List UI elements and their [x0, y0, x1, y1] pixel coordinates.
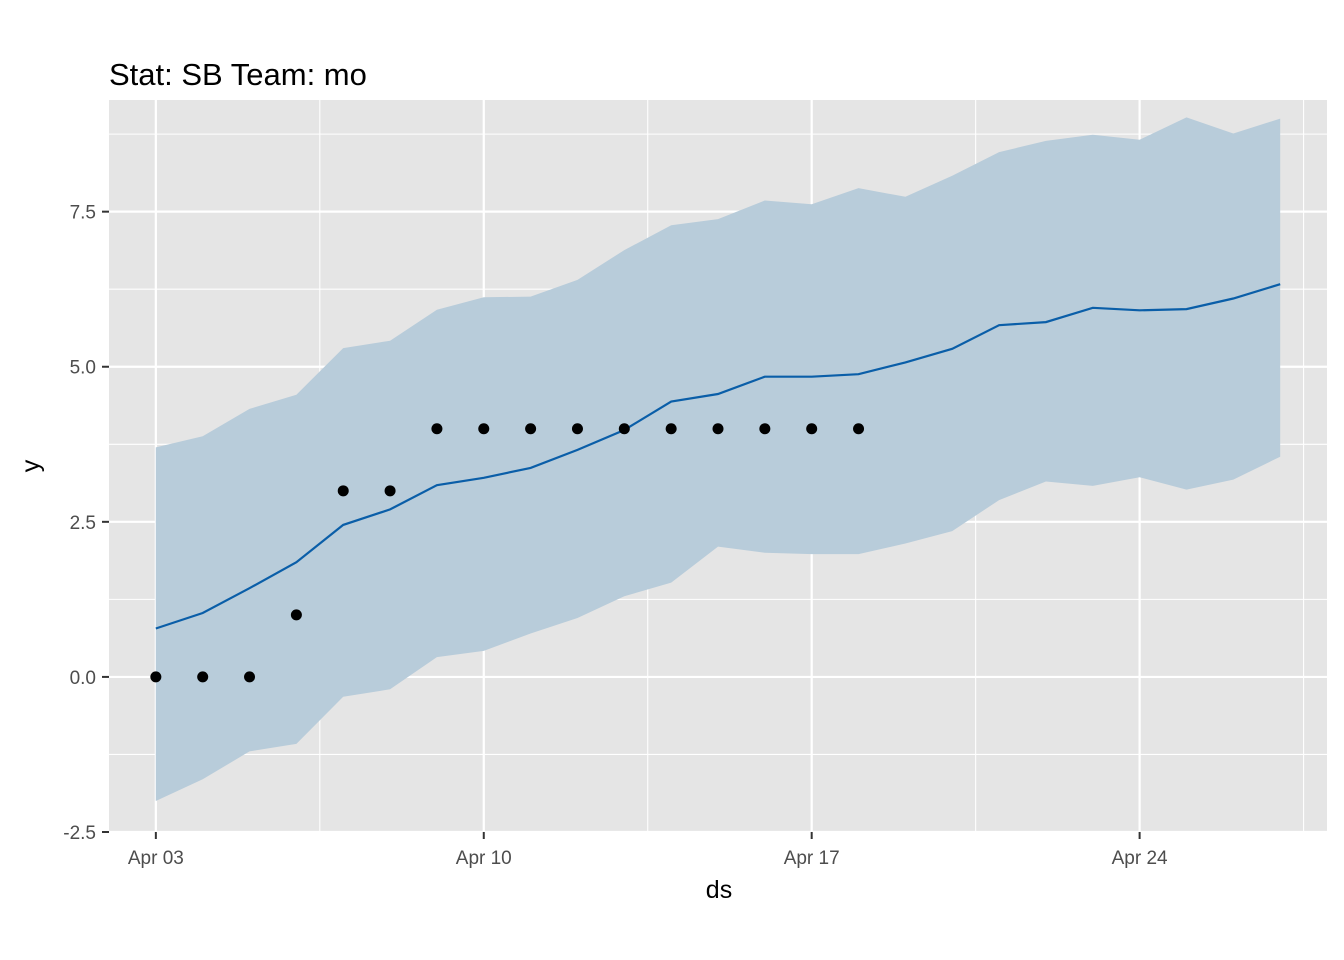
observed-point	[244, 671, 256, 683]
observed-point	[337, 485, 349, 497]
observed-point	[853, 423, 865, 435]
uncertainty-band	[155, 117, 1281, 801]
y-tick-label: -2.5	[63, 823, 96, 844]
uncertainty-band-layer	[155, 117, 1281, 801]
y-tick-label: 5.0	[70, 358, 96, 379]
observed-point	[712, 423, 724, 435]
observed-point	[618, 423, 630, 435]
y-tick-label: 0.0	[70, 668, 96, 689]
x-tick-label: Apr 10	[456, 848, 512, 869]
observed-point	[384, 485, 396, 497]
observed-point	[290, 609, 302, 621]
forecast-line-layer	[155, 283, 1281, 630]
observed-point	[806, 423, 818, 435]
forecast-line	[155, 283, 1281, 630]
observed-points-layer	[150, 423, 865, 683]
chart-title: Stat: SB Team: mo	[109, 57, 367, 92]
y-axis-ticks: -2.5 0.0 2.5 5.0 7.5	[63, 203, 109, 844]
observed-point	[665, 423, 677, 435]
y-tick-label: 2.5	[70, 513, 96, 534]
observed-point	[431, 423, 443, 435]
x-axis-title: ds	[706, 876, 732, 904]
y-axis-title: y	[17, 459, 45, 472]
x-axis-ticks: Apr 03 Apr 10 Apr 17 Apr 24	[128, 832, 1168, 869]
observed-point	[478, 423, 490, 435]
x-tick-label: Apr 24	[1112, 848, 1168, 869]
y-tick-label: 7.5	[70, 203, 96, 224]
observed-point	[525, 423, 537, 435]
x-tick-label: Apr 03	[128, 848, 184, 869]
observed-point	[197, 671, 209, 683]
observed-point	[150, 671, 162, 683]
observed-point	[571, 423, 583, 435]
observed-point	[759, 423, 771, 435]
x-tick-label: Apr 17	[784, 848, 840, 869]
